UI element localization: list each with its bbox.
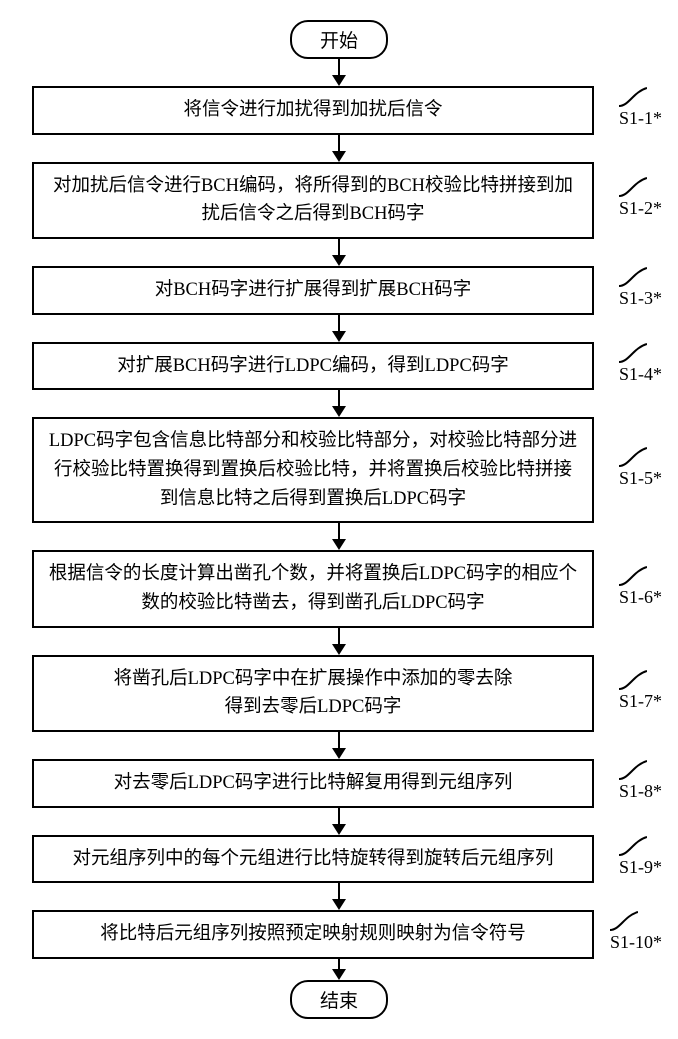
- step-row: 对元组序列中的每个元组进行比特旋转得到旋转后元组序列 S1-9*: [10, 835, 668, 884]
- arrow: [332, 883, 346, 910]
- step-label-5: S1-5*: [619, 468, 662, 489]
- step-row: 对去零后LDPC码字进行比特解复用得到元组序列 S1-8*: [10, 759, 668, 808]
- step-box-5: LDPC码字包含信息比特部分和校验比特部分，对校验比特部分进行校验比特置换得到置…: [32, 417, 594, 523]
- step-label-2: S1-2*: [619, 198, 662, 219]
- step-label-9: S1-9*: [619, 857, 662, 878]
- arrow: [332, 628, 346, 655]
- step-box-10: 将比特后元组序列按照预定映射规则映射为信令符号: [32, 910, 594, 959]
- step-row: 将凿孔后LDPC码字中在扩展操作中添加的零去除得到去零后LDPC码字 S1-7*: [10, 655, 668, 732]
- step-row: 将比特后元组序列按照预定映射规则映射为信令符号 S1-10*: [10, 910, 668, 959]
- step-box-8: 对去零后LDPC码字进行比特解复用得到元组序列: [32, 759, 594, 808]
- step-label-10: S1-10*: [610, 932, 662, 953]
- step-label-1: S1-1*: [619, 108, 662, 129]
- step-row: 对扩展BCH码字进行LDPC编码，得到LDPC码字 S1-4*: [10, 342, 668, 391]
- step-box-3: 对BCH码字进行扩展得到扩展BCH码字: [32, 266, 594, 315]
- step-box-7: 将凿孔后LDPC码字中在扩展操作中添加的零去除得到去零后LDPC码字: [32, 655, 594, 732]
- arrow: [332, 959, 346, 980]
- step-row: 将信令进行加扰得到加扰后信令 S1-1*: [10, 86, 668, 135]
- step-row: LDPC码字包含信息比特部分和校验比特部分，对校验比特部分进行校验比特置换得到置…: [10, 417, 668, 523]
- step-label-4: S1-4*: [619, 364, 662, 385]
- arrow: [332, 732, 346, 759]
- step-label-8: S1-8*: [619, 781, 662, 802]
- step-row: 对BCH码字进行扩展得到扩展BCH码字 S1-3*: [10, 266, 668, 315]
- terminal-start: 开始: [290, 20, 388, 59]
- step-box-4: 对扩展BCH码字进行LDPC编码，得到LDPC码字: [32, 342, 594, 391]
- arrow: [332, 239, 346, 266]
- arrow: [332, 59, 346, 86]
- step-row: 对加扰后信令进行BCH编码，将所得到的BCH校验比特拼接到加扰后信令之后得到BC…: [10, 162, 668, 239]
- step-box-6: 根据信令的长度计算出凿孔个数，并将置换后LDPC码字的相应个数的校验比特凿去，得…: [32, 550, 594, 627]
- step-box-2: 对加扰后信令进行BCH编码，将所得到的BCH校验比特拼接到加扰后信令之后得到BC…: [32, 162, 594, 239]
- step-label-7: S1-7*: [619, 691, 662, 712]
- arrow: [332, 135, 346, 162]
- arrow: [332, 390, 346, 417]
- step-box-1: 将信令进行加扰得到加扰后信令: [32, 86, 594, 135]
- arrow: [332, 523, 346, 550]
- step-row: 根据信令的长度计算出凿孔个数，并将置换后LDPC码字的相应个数的校验比特凿去，得…: [10, 550, 668, 627]
- step-label-3: S1-3*: [619, 288, 662, 309]
- step-label-6: S1-6*: [619, 587, 662, 608]
- arrow: [332, 808, 346, 835]
- arrow: [332, 315, 346, 342]
- step-box-9: 对元组序列中的每个元组进行比特旋转得到旋转后元组序列: [32, 835, 594, 884]
